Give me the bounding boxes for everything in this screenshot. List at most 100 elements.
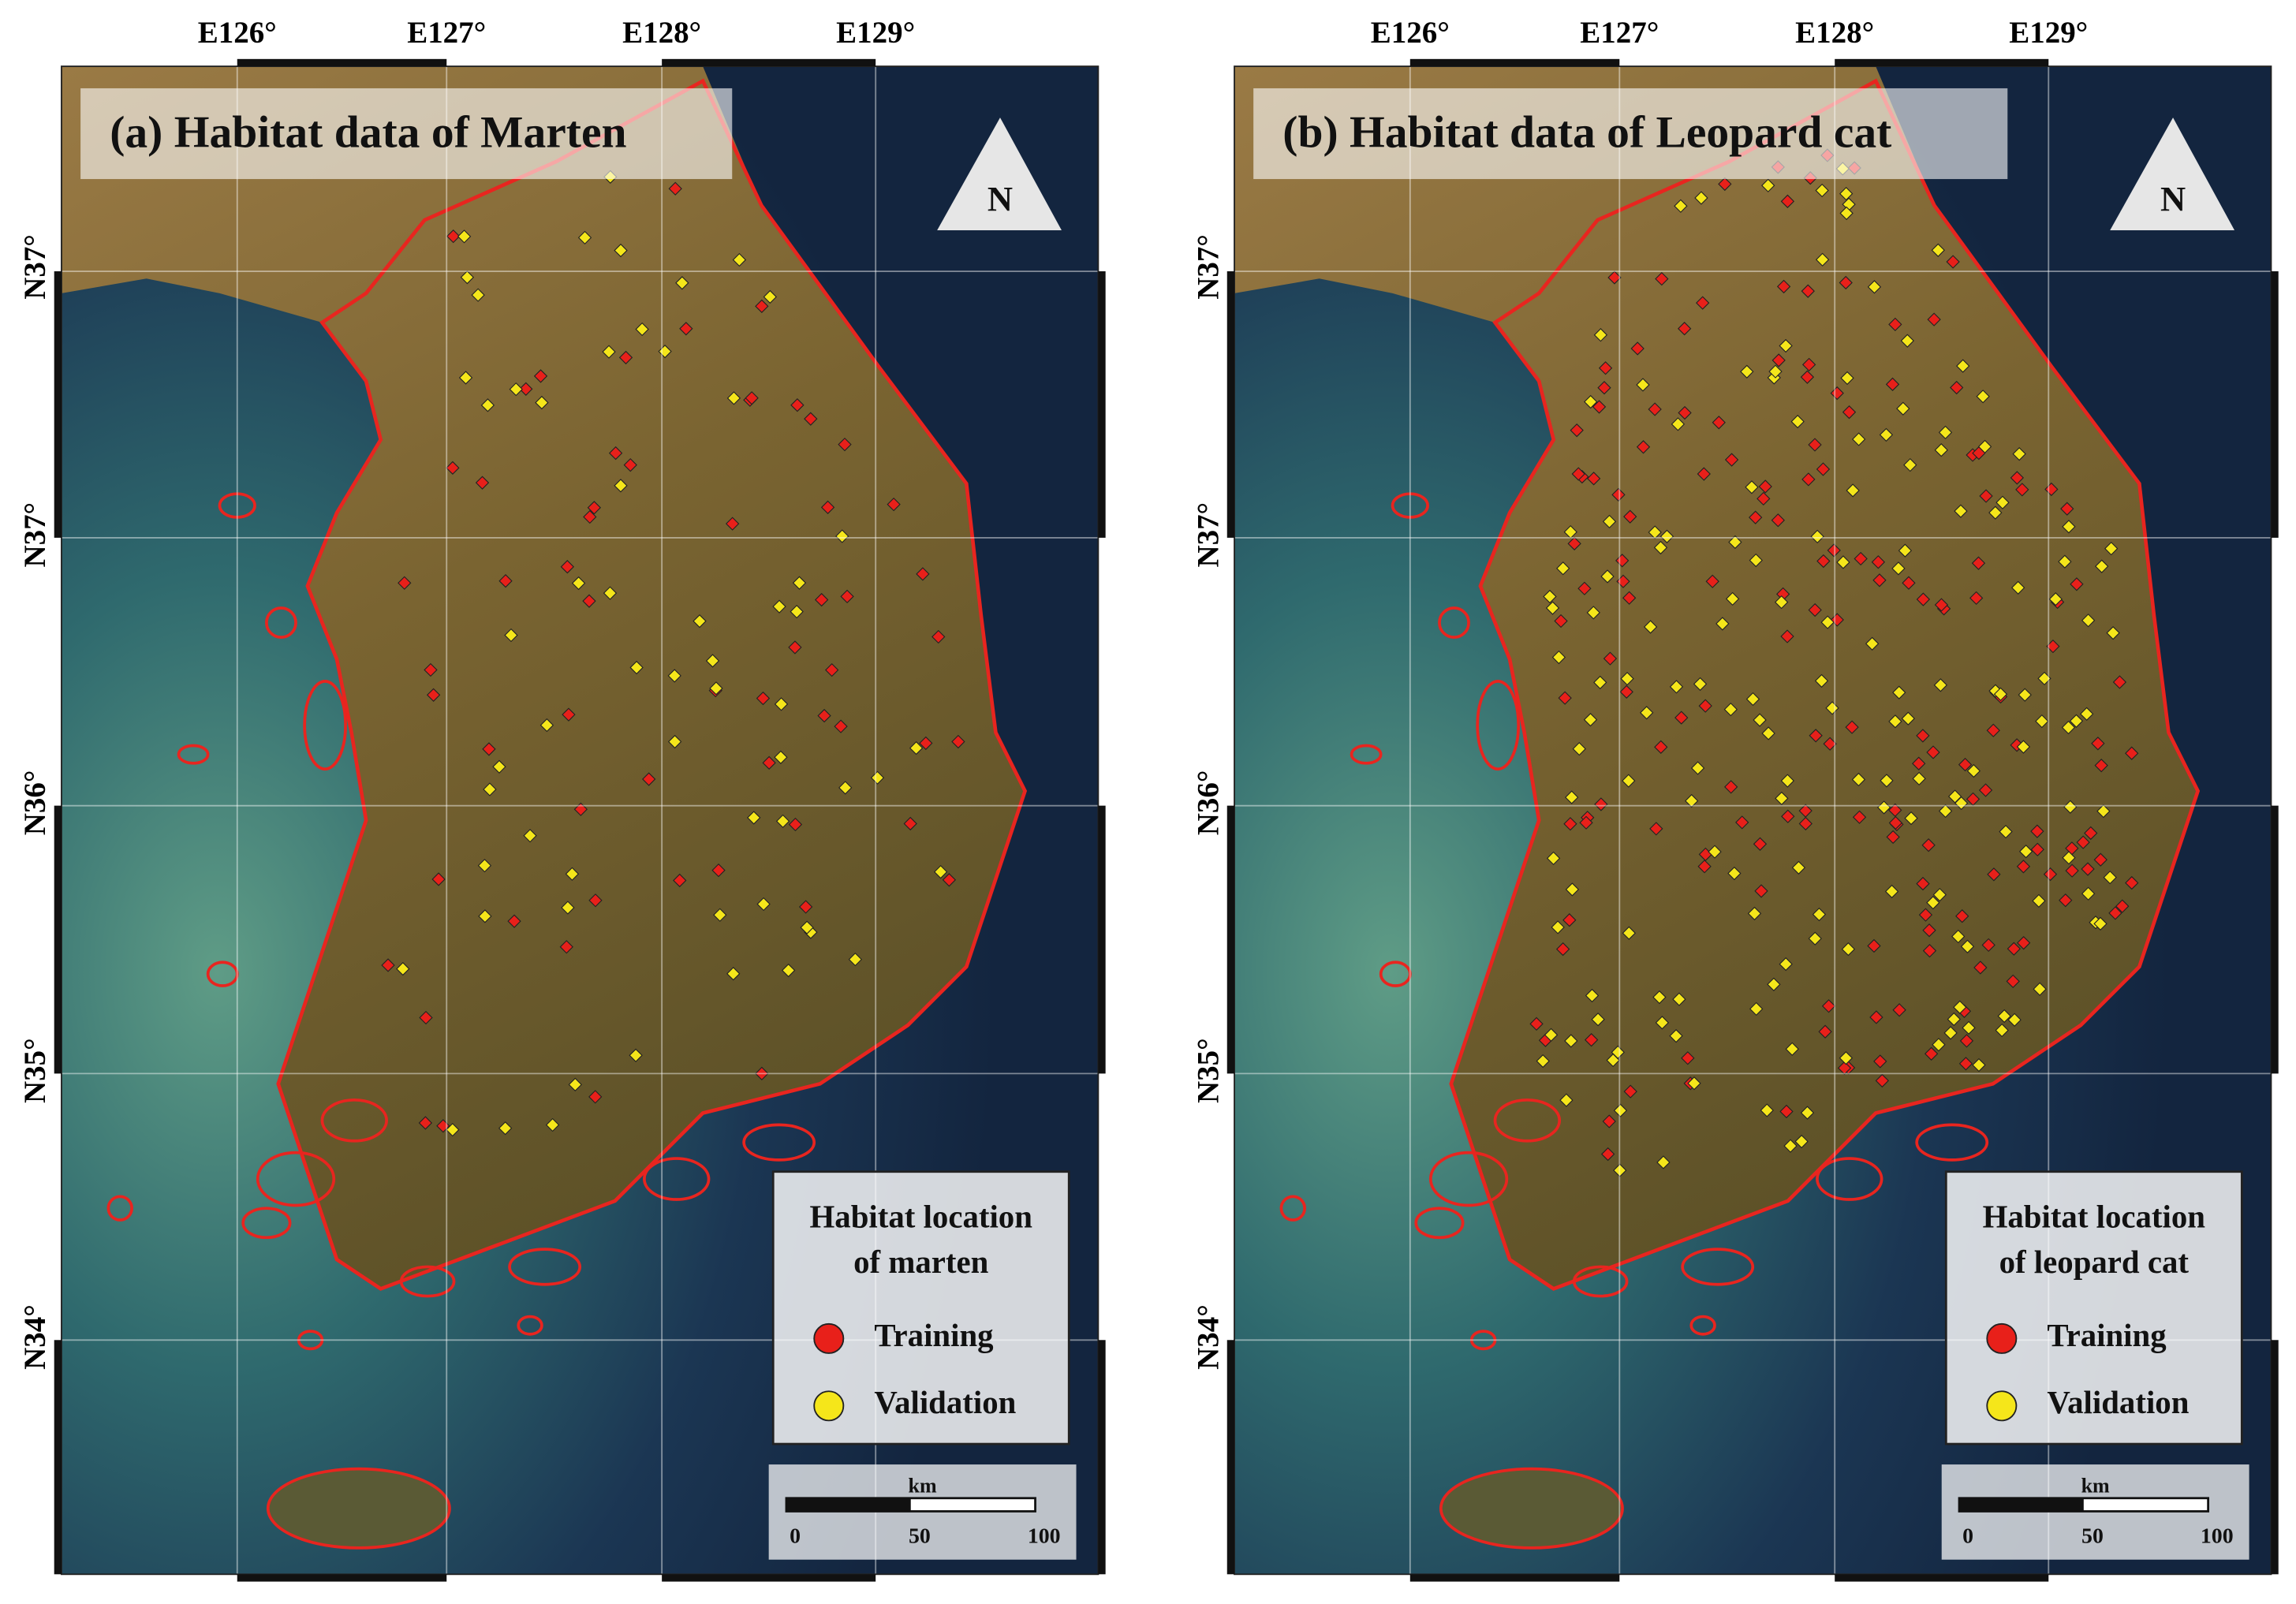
habitat-point <box>1745 692 1760 707</box>
habitat-point <box>1584 1032 1599 1047</box>
habitat-point <box>629 660 644 675</box>
habitat-point <box>820 500 835 514</box>
habitat-point <box>2076 835 2090 849</box>
habitat-point <box>381 958 395 972</box>
north-label: N <box>987 179 1013 218</box>
habitat-point <box>1753 713 1767 727</box>
habitat-point <box>2012 446 2026 461</box>
habitat-point <box>1999 824 2013 839</box>
frame-bar <box>662 58 876 67</box>
island <box>1915 1123 1989 1162</box>
frame-bar <box>1098 805 1106 1074</box>
habitat-point <box>804 412 818 426</box>
habitat-point <box>1640 706 1654 720</box>
south-korea-coast <box>276 78 1028 1291</box>
habitat-point <box>2093 916 2107 931</box>
habitat-point <box>419 1010 433 1025</box>
habitat-point <box>726 967 741 981</box>
habitat-point <box>1593 675 1607 690</box>
habitat-point <box>755 299 769 313</box>
habitat-point <box>1652 990 1667 1005</box>
habitat-point <box>1761 726 1775 740</box>
habitat-point <box>1598 361 1613 375</box>
habitat-point <box>1775 791 1789 806</box>
habitat-point <box>2007 1013 2022 1027</box>
habitat-point <box>1693 677 1708 692</box>
habitat-point <box>2016 740 2031 754</box>
habitat-point <box>1995 495 2010 509</box>
longitude-label: E128° <box>1795 16 1874 50</box>
habitat-point <box>1705 574 1719 588</box>
habitat-point <box>1603 651 1618 666</box>
frame-bar <box>1835 58 2049 67</box>
habitat-point <box>1886 830 1900 845</box>
habitat-point <box>431 872 446 886</box>
habitat-point <box>1543 589 1557 604</box>
frame-bar <box>54 805 62 1074</box>
habitat-point <box>1902 576 1916 590</box>
habitat-point <box>635 322 649 337</box>
island <box>1469 1330 1497 1351</box>
habitat-point <box>1674 199 1688 213</box>
habitat-point <box>1677 322 1692 336</box>
habitat-point <box>1950 380 1964 395</box>
habitat-point <box>2080 707 2094 721</box>
habitat-point <box>1696 296 1710 310</box>
habitat-point <box>951 734 965 749</box>
habitat-point <box>1931 243 1945 257</box>
habitat-point <box>1563 524 1577 539</box>
habitat-point <box>705 654 720 668</box>
habitat-point <box>1801 472 1816 487</box>
habitat-point <box>1619 684 1633 699</box>
habitat-point <box>775 814 790 829</box>
habitat-point <box>1888 803 1902 817</box>
habitat-point <box>2062 851 2076 865</box>
habitat-point <box>1669 1028 1683 1043</box>
habitat-point <box>1988 505 2003 520</box>
habitat-point <box>1758 479 1772 494</box>
habitat-point <box>1577 581 1592 595</box>
habitat-point <box>2125 875 2139 890</box>
habitat-point <box>1973 961 1988 975</box>
habitat-point <box>498 574 513 588</box>
habitat-point <box>1636 378 1650 392</box>
habitat-point <box>1740 364 1754 379</box>
habitat-point <box>1836 555 1850 569</box>
frame-bar <box>1098 1340 1106 1575</box>
habitat-point <box>667 734 682 749</box>
habitat-point <box>1993 687 2008 701</box>
habitat-point <box>1815 183 1829 198</box>
map-panel: E126° E127° E128° E129° N37° N37° N36° N35° N34°… <box>1191 16 2279 1582</box>
island <box>177 744 210 765</box>
frame-bar <box>54 271 62 538</box>
habitat-point <box>1814 673 1829 688</box>
north-label: N <box>2160 179 2186 218</box>
habitat-point <box>834 719 848 733</box>
frame-bar <box>1226 271 1235 538</box>
legend-title: Habitat location <box>1983 1199 2206 1234</box>
habitat-point <box>1912 771 1926 786</box>
habitat-point <box>471 288 485 302</box>
habitat-point <box>629 1048 643 1062</box>
habitat-point <box>1867 938 1881 953</box>
habitat-point <box>1825 701 1839 715</box>
habitat-point <box>623 457 637 472</box>
habitat-point <box>1823 737 1837 751</box>
habitat-point <box>732 252 747 267</box>
habitat-point <box>1754 884 1768 898</box>
habitat-point <box>1912 756 1926 770</box>
legend-title: of marten <box>853 1244 988 1280</box>
habitat-point <box>1801 284 1815 298</box>
habitat-point <box>560 560 574 574</box>
habitat-point <box>1839 275 1853 290</box>
habitat-point <box>1583 712 1598 727</box>
habitat-point <box>1687 1076 1701 1091</box>
habitat-point <box>1922 943 1937 958</box>
habitat-point <box>2018 845 2033 859</box>
map-panel: E126° E127° E128° E129° N37° N37° N36° N35° N34°… <box>18 16 1106 1582</box>
habitat-point <box>1567 536 1581 551</box>
habitat-point <box>1749 553 1763 568</box>
island <box>297 1330 324 1351</box>
habitat-point <box>1649 822 1663 836</box>
habitat-point <box>1820 615 1835 629</box>
